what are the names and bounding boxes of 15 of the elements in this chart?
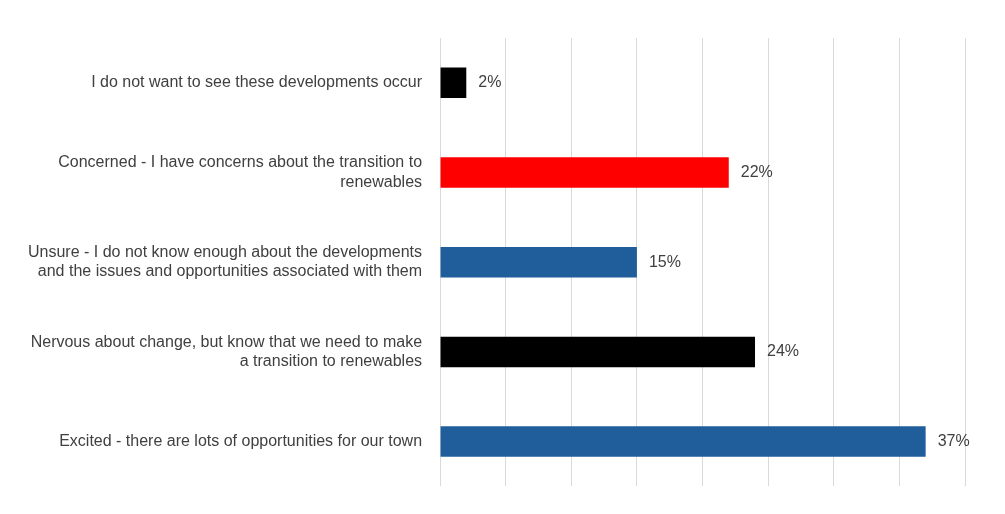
bar [440,336,756,368]
data-label: 22% [740,162,773,180]
y-tick-label: Nervous about change, but know that we need to make a transition to renewables [30,332,423,369]
bar [440,157,729,188]
y-tick-label: Concerned - I have concerns about the transition to renewables [58,153,423,190]
data-label: 15% [648,252,681,270]
data-label: 2% [478,73,502,91]
data-label: 37% [937,431,970,449]
bar [440,67,467,99]
bar [440,426,926,457]
y-tick-label: Unsure - I do not know enough about the developments and the issues and opportunities associated with them [27,243,423,280]
y-tick-label: Excited - there are lots of opportunities for our town [59,431,423,449]
bar [440,246,637,278]
data-label: 24% [767,342,800,360]
y-tick-label: I do not want to see these developments occur [91,73,423,91]
